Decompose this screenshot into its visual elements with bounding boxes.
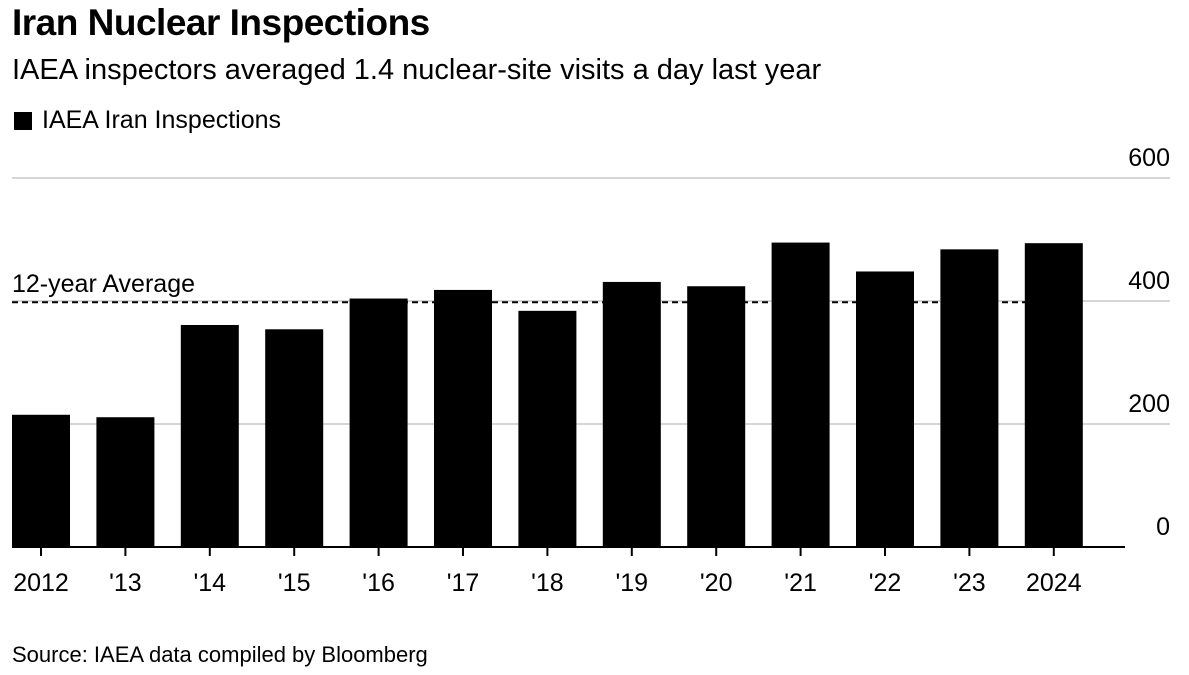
legend-swatch — [14, 111, 32, 130]
y-tick-label: 200 — [1128, 390, 1170, 418]
x-tick-label: '20 — [700, 569, 733, 597]
x-tick-label: '23 — [953, 569, 986, 597]
chart-title: Iran Nuclear Inspections — [12, 2, 430, 43]
x-tick-label: '18 — [531, 569, 564, 597]
x-tick-label: 2012 — [13, 569, 69, 597]
legend-label: IAEA Iran Inspections — [42, 106, 282, 134]
x-tick-label: '19 — [616, 569, 649, 597]
bar — [349, 298, 408, 547]
x-tick-label: '15 — [278, 569, 311, 597]
bar — [12, 414, 70, 547]
y-tick-label: 400 — [1128, 267, 1170, 295]
x-tick-label: '21 — [784, 569, 817, 597]
legend: IAEA Iran Inspections — [14, 106, 281, 135]
bar — [602, 281, 661, 547]
x-tick-label: '13 — [109, 569, 142, 597]
x-tick-label: '17 — [447, 569, 480, 597]
bar — [96, 417, 155, 547]
x-tick-label: '22 — [869, 569, 902, 597]
x-tick-label: 2024 — [1026, 569, 1082, 597]
y-tick-label: 600 — [1128, 144, 1170, 172]
bar — [687, 286, 746, 547]
average-reference-label: 12-year Average — [12, 270, 195, 298]
bar — [180, 324, 239, 547]
x-tick-label: '16 — [362, 569, 395, 597]
bar — [265, 329, 324, 547]
bar — [771, 242, 830, 547]
bar — [1024, 243, 1083, 547]
source-note: Source: IAEA data compiled by Bloomberg — [12, 642, 428, 667]
bar — [518, 310, 577, 547]
chart-subtitle: IAEA inspectors averaged 1.4 nuclear-sit… — [12, 54, 822, 86]
x-tick-label: '14 — [194, 569, 227, 597]
bar — [434, 289, 492, 547]
bar — [856, 271, 914, 547]
y-tick-label: 0 — [1156, 513, 1170, 541]
bar — [940, 249, 999, 547]
